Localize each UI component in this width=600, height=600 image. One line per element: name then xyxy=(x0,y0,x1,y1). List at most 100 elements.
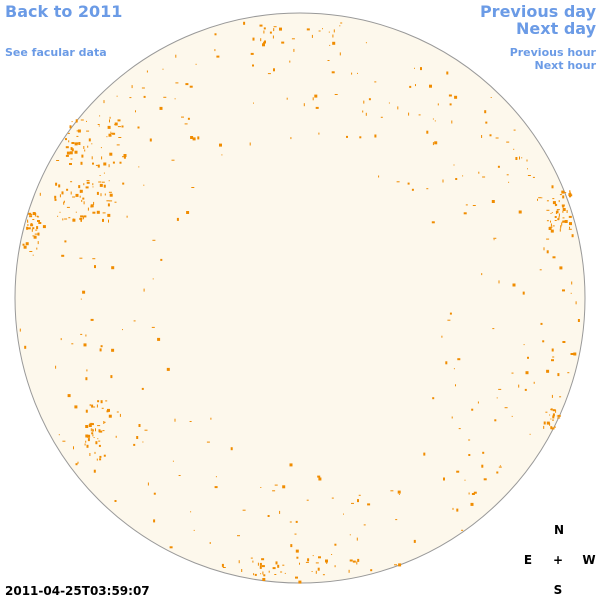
facula xyxy=(36,247,38,250)
facula xyxy=(102,218,104,222)
facula xyxy=(107,203,110,207)
facula xyxy=(418,114,421,116)
facula xyxy=(185,83,189,86)
facula xyxy=(260,573,262,575)
facula xyxy=(133,320,136,322)
facula xyxy=(27,224,29,226)
facula xyxy=(63,201,65,205)
facula xyxy=(68,140,70,143)
facula xyxy=(109,116,111,119)
facula xyxy=(195,63,197,65)
facula xyxy=(107,213,111,217)
facula xyxy=(550,418,552,420)
facula xyxy=(117,126,121,128)
facula xyxy=(346,135,348,138)
facula xyxy=(83,183,85,186)
facula xyxy=(426,188,429,190)
facula xyxy=(38,222,42,224)
facula xyxy=(539,269,542,271)
facula xyxy=(557,218,560,221)
facula xyxy=(192,137,196,141)
facula xyxy=(112,161,115,164)
facula xyxy=(95,428,96,432)
facula xyxy=(97,438,99,440)
facula xyxy=(87,434,91,438)
facula xyxy=(82,216,84,220)
facula xyxy=(307,558,310,562)
facula xyxy=(527,168,528,170)
facula xyxy=(197,136,200,140)
facula xyxy=(71,121,73,123)
facula xyxy=(550,213,552,214)
facula xyxy=(263,41,265,45)
back-link[interactable]: Back to 2011 xyxy=(5,2,122,21)
facula xyxy=(273,28,275,32)
facula xyxy=(295,576,298,579)
facular-link[interactable]: See facular data xyxy=(5,46,107,59)
facula xyxy=(93,201,95,205)
facula xyxy=(370,569,373,572)
facula xyxy=(108,180,110,182)
facula xyxy=(557,417,561,419)
facula xyxy=(242,509,246,511)
facula xyxy=(108,133,112,137)
facula xyxy=(103,100,105,104)
facula xyxy=(57,215,59,217)
compass-center: + xyxy=(553,553,563,567)
facula xyxy=(351,72,353,75)
facula xyxy=(129,97,132,99)
facula xyxy=(66,206,70,208)
facula xyxy=(138,166,140,168)
facula xyxy=(481,464,484,468)
facula xyxy=(42,225,46,229)
facula xyxy=(556,209,560,211)
facula xyxy=(541,197,543,199)
facula xyxy=(569,194,571,198)
facula xyxy=(339,25,341,27)
facula xyxy=(569,222,572,226)
facula xyxy=(80,333,83,335)
facula xyxy=(88,424,92,427)
facula xyxy=(122,182,125,185)
facula xyxy=(429,84,432,88)
facula xyxy=(252,37,255,41)
previous-day-link[interactable]: Previous day xyxy=(480,2,597,21)
facula xyxy=(367,503,371,506)
next-hour-link[interactable]: Next hour xyxy=(535,59,597,72)
facula xyxy=(79,189,81,193)
facula xyxy=(68,217,71,219)
facula xyxy=(495,137,499,139)
facula xyxy=(563,192,567,194)
facula xyxy=(123,156,126,159)
facula xyxy=(210,417,212,420)
facula xyxy=(122,156,124,158)
facula xyxy=(70,181,73,183)
facula xyxy=(561,221,565,223)
facula xyxy=(94,265,96,269)
facula xyxy=(147,482,149,486)
facula xyxy=(85,186,89,189)
facula xyxy=(114,122,118,126)
facula xyxy=(86,130,90,132)
facula xyxy=(498,466,502,468)
facula xyxy=(413,539,416,543)
facula xyxy=(172,460,174,462)
previous-hour-link[interactable]: Previous hour xyxy=(510,46,597,59)
facula xyxy=(37,232,40,236)
facula xyxy=(277,564,280,568)
facula xyxy=(388,102,390,104)
facula xyxy=(374,134,377,138)
facula xyxy=(431,221,435,224)
facula xyxy=(103,454,106,457)
facula xyxy=(306,499,309,501)
facula xyxy=(95,441,98,445)
next-day-link[interactable]: Next day xyxy=(516,19,597,38)
facula xyxy=(141,387,144,390)
facula xyxy=(543,425,545,429)
facula xyxy=(443,477,445,481)
facula xyxy=(556,210,559,214)
facula xyxy=(562,341,566,343)
facula xyxy=(518,210,522,214)
facula xyxy=(214,33,217,36)
